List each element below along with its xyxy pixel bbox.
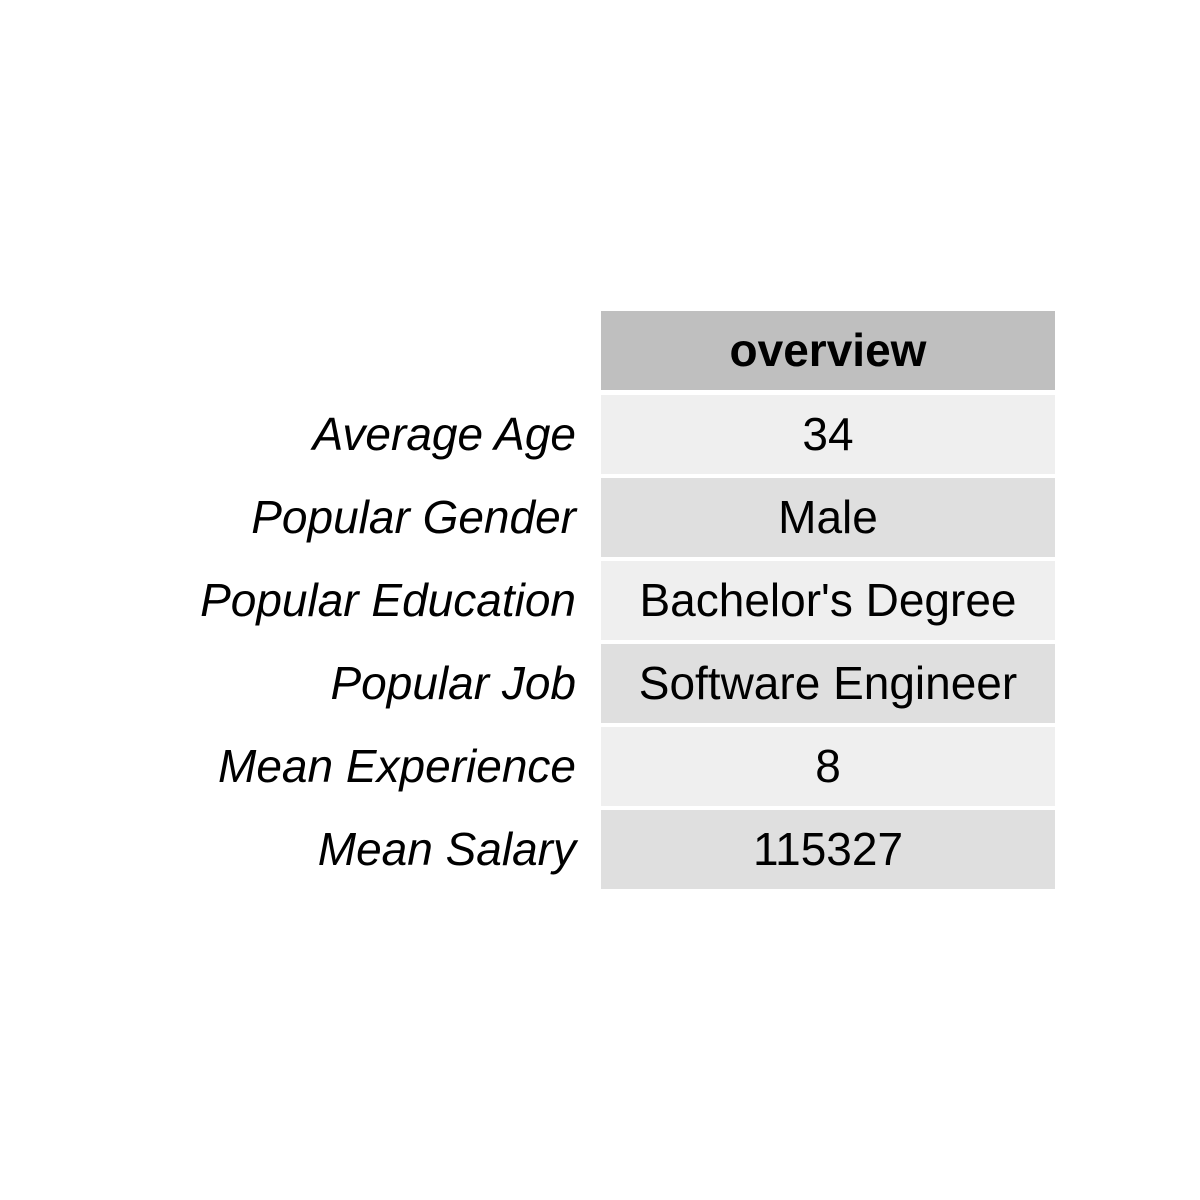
header-row: overview [0, 311, 1200, 390]
table-row: Popular Job Software Engineer [0, 644, 1200, 723]
row-label-mean-experience: Mean Experience [218, 740, 576, 792]
column-header-overview: overview [601, 311, 1055, 390]
row-label-popular-education: Popular Education [200, 574, 576, 626]
cell-popular-education: Bachelor's Degree [601, 561, 1055, 640]
table-row: Mean Experience 8 [0, 727, 1200, 806]
cell-mean-salary: 115327 [601, 810, 1055, 889]
row-label-popular-job: Popular Job [330, 657, 577, 709]
table-row: Average Age 34 [0, 395, 1200, 474]
table-row: Popular Education Bachelor's Degree [0, 561, 1200, 640]
cell-popular-gender: Male [601, 478, 1055, 557]
row-label-average-age: Average Age [312, 408, 576, 460]
cell-mean-experience: 8 [601, 727, 1055, 806]
table-row: Popular Gender Male [0, 478, 1200, 557]
cell-popular-job: Software Engineer [601, 644, 1055, 723]
row-label-popular-gender: Popular Gender [251, 491, 576, 543]
cell-average-age: 34 [601, 395, 1055, 474]
table-row: Mean Salary 115327 [0, 810, 1200, 889]
row-label-mean-salary: Mean Salary [317, 823, 576, 875]
